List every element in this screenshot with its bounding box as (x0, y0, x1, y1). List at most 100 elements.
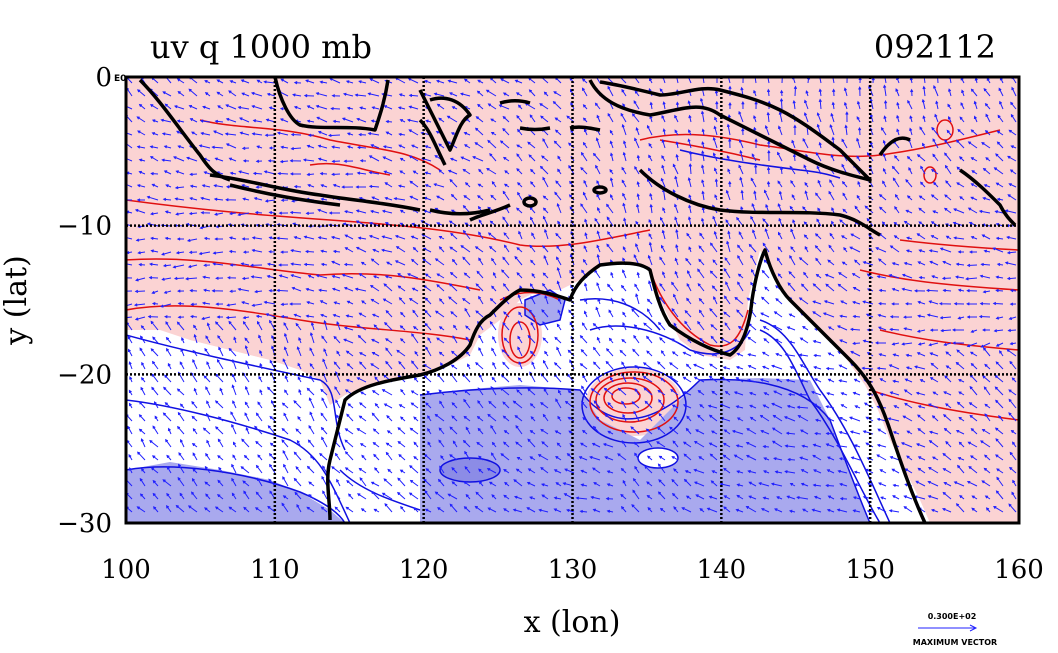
wind-vector (204, 481, 211, 487)
wind-vector (517, 128, 523, 136)
wind-vector (928, 466, 939, 474)
wind-vector (675, 141, 679, 149)
wind-vector (233, 336, 237, 344)
wind-vector (657, 361, 666, 370)
wind-vector (929, 260, 939, 266)
wind-vector (407, 273, 419, 279)
wind-vector (214, 237, 223, 241)
wind-vector (579, 363, 588, 370)
wind-vector (516, 389, 523, 396)
wind-vector (777, 273, 783, 279)
wind-vector (918, 207, 926, 214)
wind-vector (539, 165, 549, 175)
wind-vector (280, 302, 289, 306)
wind-vector (346, 413, 354, 422)
wind-vector (216, 315, 223, 319)
wind-vector (332, 249, 341, 254)
wind-vector (516, 457, 523, 461)
wind-vector (815, 273, 822, 279)
wind-vector (284, 375, 289, 383)
wind-vector (267, 159, 276, 163)
wind-vector (538, 508, 549, 513)
wind-vector (999, 100, 1004, 110)
wind-vector (762, 242, 770, 253)
wind-vector (853, 378, 861, 383)
wind-vector (296, 439, 302, 448)
wind-vector (371, 338, 380, 344)
wind-vector (856, 137, 861, 149)
wind-vector (490, 452, 497, 461)
wind-vector (826, 469, 835, 474)
wind-vector (604, 413, 614, 422)
wind-vector (175, 251, 185, 255)
wind-vector (760, 430, 770, 435)
wind-vector (244, 412, 250, 422)
wind-vector (368, 234, 380, 240)
wind-vector (257, 454, 263, 461)
wind-vector (140, 325, 146, 331)
wind-vector (517, 320, 523, 331)
wind-vector (408, 298, 419, 305)
wind-vector (317, 130, 328, 136)
wind-vector (731, 429, 744, 435)
wind-vector (687, 77, 692, 84)
wind-vector (675, 244, 679, 253)
wind-vector (163, 290, 172, 294)
wind-vector (763, 189, 770, 201)
wind-vector (979, 302, 991, 306)
wind-vector (302, 158, 315, 162)
wind-vector (736, 352, 744, 357)
wind-vector (635, 243, 640, 253)
wind-vector (918, 276, 926, 280)
wind-vector (995, 490, 1004, 500)
wind-vector (151, 290, 159, 294)
wind-vector (672, 440, 679, 448)
wind-vector (217, 494, 224, 500)
wind-vector (843, 101, 848, 110)
wind-vector (258, 334, 263, 344)
y-axis-label: y (lat) (0, 255, 34, 345)
wind-vector (580, 166, 588, 175)
wind-vector (216, 359, 224, 370)
wind-vector (582, 429, 588, 435)
wind-vector (373, 324, 380, 331)
wind-vector (297, 376, 302, 383)
wind-vector (828, 244, 835, 253)
wind-vector (606, 470, 614, 474)
wind-vector (165, 184, 172, 188)
wind-vector (879, 206, 887, 214)
wind-vector (943, 391, 952, 396)
wind-vector (542, 321, 549, 331)
wind-vector (594, 102, 601, 110)
wind-vector (581, 385, 588, 396)
wind-vector (701, 190, 705, 201)
wind-vector (528, 89, 536, 97)
wind-vector (852, 391, 861, 396)
wind-vector (798, 353, 809, 357)
wind-vector (241, 301, 250, 305)
wind-vector (177, 476, 185, 487)
wind-vector (749, 416, 757, 422)
wind-vector (400, 505, 406, 513)
wind-vector (876, 507, 887, 513)
wind-vector (136, 184, 146, 188)
wind-vector (161, 132, 172, 136)
wind-vector (465, 426, 471, 435)
wind-vector (644, 400, 653, 409)
coastline-sulawesi (418, 89, 472, 152)
wind-vector (371, 196, 380, 201)
wind-vector (245, 360, 250, 370)
wind-vector (347, 493, 354, 500)
wind-vector (177, 315, 185, 319)
wind-vector (542, 207, 549, 214)
wind-vector (138, 103, 146, 110)
wind-vector (215, 426, 224, 435)
wind-vector (943, 427, 952, 435)
wind-vector (966, 263, 978, 268)
wind-vector (955, 139, 965, 149)
wind-vector (242, 250, 250, 254)
wind-vector (280, 314, 289, 319)
wind-vector (632, 489, 640, 500)
wind-vector (566, 508, 575, 513)
wind-vector (747, 469, 757, 474)
